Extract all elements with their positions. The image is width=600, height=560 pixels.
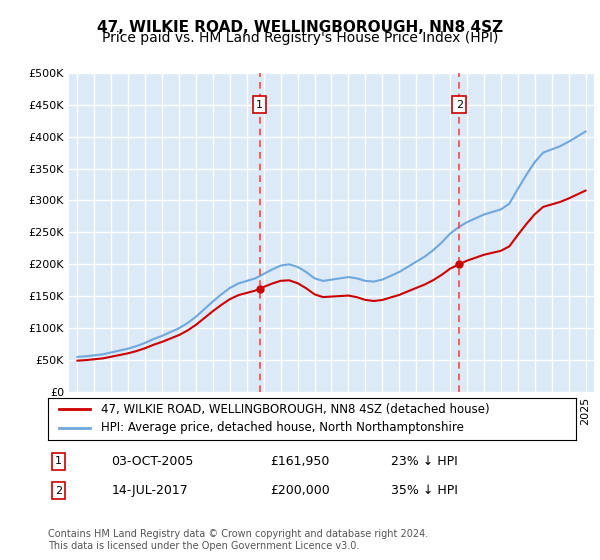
Text: 47, WILKIE ROAD, WELLINGBOROUGH, NN8 4SZ: 47, WILKIE ROAD, WELLINGBOROUGH, NN8 4SZ [97, 20, 503, 35]
Text: £161,950: £161,950 [270, 455, 329, 468]
Text: 03-OCT-2005: 03-OCT-2005 [112, 455, 194, 468]
Text: 23% ↓ HPI: 23% ↓ HPI [391, 455, 458, 468]
Text: 2: 2 [55, 486, 62, 496]
Text: 2: 2 [455, 100, 463, 110]
Text: Contains HM Land Registry data © Crown copyright and database right 2024.
This d: Contains HM Land Registry data © Crown c… [48, 529, 428, 551]
Text: 1: 1 [55, 456, 62, 466]
Text: £200,000: £200,000 [270, 484, 329, 497]
Text: 14-JUL-2017: 14-JUL-2017 [112, 484, 188, 497]
Text: Price paid vs. HM Land Registry's House Price Index (HPI): Price paid vs. HM Land Registry's House … [102, 31, 498, 45]
Text: HPI: Average price, detached house, North Northamptonshire: HPI: Average price, detached house, Nort… [101, 421, 464, 435]
Text: 47, WILKIE ROAD, WELLINGBOROUGH, NN8 4SZ (detached house): 47, WILKIE ROAD, WELLINGBOROUGH, NN8 4SZ… [101, 403, 490, 416]
Text: 1: 1 [256, 100, 263, 110]
Text: 35% ↓ HPI: 35% ↓ HPI [391, 484, 458, 497]
